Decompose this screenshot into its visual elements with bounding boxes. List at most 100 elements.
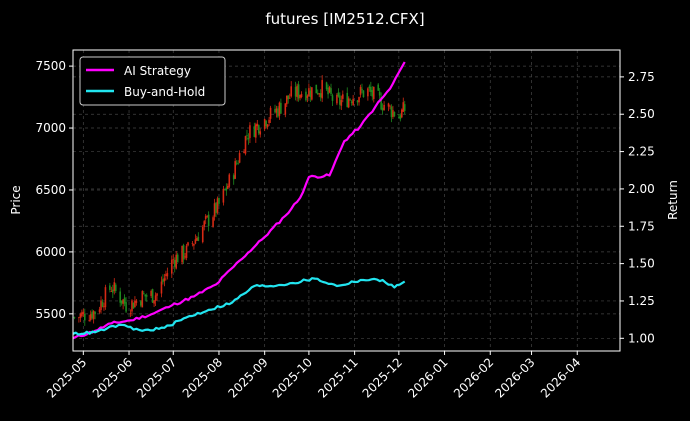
y-left-axis-ticks: 5500 6000 6500 7000 7500 (35, 59, 73, 321)
candle-body (207, 214, 210, 227)
candle-body (113, 282, 116, 291)
candle-body (387, 103, 390, 107)
candle-body (203, 221, 206, 227)
candle-body (299, 94, 301, 98)
candle-body (346, 92, 349, 108)
candle-body (256, 123, 259, 127)
candle-body (166, 273, 169, 277)
candle-body (402, 102, 405, 112)
candle-body (403, 104, 406, 111)
candle-body (212, 217, 214, 227)
series-lines (72, 61, 406, 340)
candle-body (134, 300, 136, 307)
candle-body (327, 87, 329, 95)
candle-body (347, 98, 350, 108)
candle-body (305, 91, 307, 101)
y-right-tick-label: 2.50 (628, 107, 655, 121)
y-right-tick-label: 1.25 (628, 294, 655, 308)
candle-body (150, 290, 152, 296)
candle-body (89, 314, 92, 320)
candle-body (243, 151, 245, 154)
candle-body (290, 86, 293, 97)
candle-body (266, 124, 269, 128)
candle-body (284, 103, 287, 115)
x-tick-label: 2026-03 (492, 355, 537, 400)
candle-body (215, 202, 217, 214)
candle-body (390, 106, 393, 118)
y-left-axis-label: Price (9, 185, 23, 214)
candle-body (309, 90, 312, 98)
candle-body (201, 226, 204, 243)
candle-body (125, 302, 127, 312)
y-left-tick-label: 7000 (35, 121, 66, 135)
candle-body (213, 203, 216, 217)
candle-body (392, 110, 394, 118)
candle-body (222, 188, 225, 203)
candle-body (101, 301, 104, 307)
candle-body (73, 317, 76, 319)
candle-body (237, 163, 239, 165)
y-right-tick-label: 2.00 (628, 182, 655, 196)
candle-body (340, 100, 343, 106)
candle-body (78, 317, 80, 319)
candle-body (337, 92, 340, 97)
legend: AI Strategy Buy-and-Hold (79, 56, 226, 106)
candle-body (103, 306, 105, 308)
legend-label-ai-strategy: AI Strategy (124, 64, 191, 78)
candle-body (358, 97, 360, 103)
candle-body (380, 96, 382, 110)
candle-body (359, 87, 362, 95)
candle-body (123, 297, 126, 304)
candle-body (79, 314, 82, 318)
y-left-tick-label: 7500 (35, 59, 66, 73)
candle-body (319, 93, 322, 98)
candle-body (135, 300, 138, 303)
candle-body (142, 293, 145, 294)
candle-body (300, 94, 303, 98)
y-right-axis-ticks: 1.00 1.25 1.50 1.75 2.00 2.25 2.50 2.75 (620, 70, 655, 345)
y-right-tick-label: 1.00 (628, 331, 655, 345)
candle-body (196, 238, 198, 241)
candle-body (259, 131, 262, 135)
candle-body (400, 109, 403, 118)
candle-body (194, 239, 197, 244)
candle-body (247, 137, 250, 140)
x-tick-label: 2025-08 (180, 355, 225, 400)
candle-body (325, 82, 328, 90)
candle-body (191, 243, 194, 245)
candle-body (371, 90, 374, 97)
candle-body (83, 313, 86, 321)
candle-body (277, 108, 279, 117)
legend-label-buy-and-hold: Buy-and-Hold (124, 85, 205, 99)
candle-body (383, 104, 385, 111)
candle-body (182, 245, 185, 260)
candle-body (232, 175, 235, 180)
candle-body (257, 125, 260, 134)
candle-body (350, 101, 353, 104)
candle-body (176, 254, 179, 263)
candle-body (294, 86, 297, 97)
candle-body (227, 185, 229, 189)
candlesticks (73, 75, 406, 326)
candle-body (328, 87, 331, 93)
y-left-tick-label: 5500 (35, 307, 66, 321)
candle-body (280, 102, 282, 114)
candle-body (112, 289, 114, 293)
candle-body (316, 92, 319, 95)
candle-body (342, 94, 344, 99)
candle-body (206, 215, 208, 217)
candle-body (288, 97, 291, 99)
candle-body (352, 98, 354, 105)
candle-body (120, 300, 123, 304)
candle-body (122, 299, 124, 304)
candle-body (306, 95, 309, 99)
x-tick-label: 2025-06 (90, 355, 135, 400)
candle-body (82, 311, 85, 315)
candle-body (141, 291, 144, 308)
candle-body (145, 295, 148, 297)
candle-body (92, 310, 95, 320)
candle-body (109, 285, 111, 290)
candle-body (131, 300, 133, 312)
candle-body (263, 119, 266, 130)
candle-body (175, 254, 178, 269)
